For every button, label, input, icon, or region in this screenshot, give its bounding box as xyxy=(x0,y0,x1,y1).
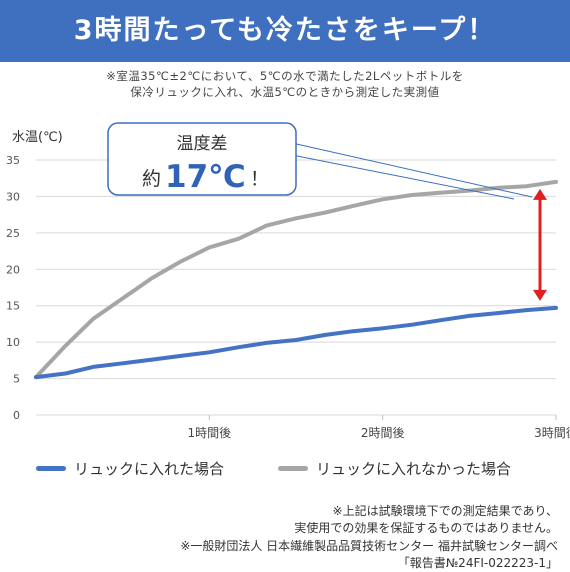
y-tick-label: 35 xyxy=(6,154,20,167)
disclaimer-note: ※上記は試験環境下での測定結果であり、 実使用での効果を保証するものではありませ… xyxy=(294,503,558,537)
series-lines xyxy=(34,179,558,380)
header-banner xyxy=(0,0,570,62)
callout-prefix: 約 xyxy=(142,168,161,190)
test-condition-note-2: 保冷リュックに入れ、水温5℃のときから測定した実測値 xyxy=(130,85,440,99)
legend-item-with-backpack: リュックに入れた場合 xyxy=(36,458,224,479)
arrow-head-down xyxy=(533,289,547,301)
callout-box xyxy=(107,122,297,196)
x-tick-label: 1時間後 xyxy=(188,426,232,440)
axis-labels: 0 5 10 15 20 25 30 35 1時間後 2時間後 3時間後 xyxy=(6,154,570,440)
y-tick-label: 15 xyxy=(6,300,20,313)
series-line-with-backpack xyxy=(34,305,558,380)
legend-swatch-gray xyxy=(278,466,308,471)
legend-label-without-backpack: リュックに入れなかった場合 xyxy=(316,460,512,478)
legend-swatch-blue xyxy=(36,466,66,471)
source-note: ※一般財団法人 日本繊維製品品質技術センター 福井試験センター調べ 「報告書№2… xyxy=(180,538,558,572)
legend-label-with-backpack: リュックに入れた場合 xyxy=(74,460,225,478)
x-tick-label: 2時間後 xyxy=(361,426,405,440)
series-line-without-backpack xyxy=(34,179,558,380)
y-tick-label: 0 xyxy=(13,409,20,422)
source-line-1: ※一般財団法人 日本繊維製品品質技術センター 福井試験センター調べ xyxy=(180,539,558,553)
y-tick-label: 25 xyxy=(6,227,20,240)
callout-suffix: ！ xyxy=(250,168,269,190)
disclaimer-line-2: 実使用での効果を保証するものではありません。 xyxy=(294,521,558,535)
disclaimer-line-1: ※上記は試験環境下での測定結果であり、 xyxy=(332,504,558,518)
callout-pointer-upper xyxy=(291,142,533,198)
callout-value: 17℃ xyxy=(165,159,246,195)
header-title: 3時間たっても冷たさをキープ！ xyxy=(73,15,497,46)
callout-label: 温度差 xyxy=(177,134,228,154)
y-tick-label: 5 xyxy=(13,373,20,386)
water-temperature-chart: 0 5 10 15 20 25 30 35 1時間後 2時間後 3時間後 水温(℃) 温度差 約 1… xyxy=(6,122,570,440)
y-tick-label: 20 xyxy=(6,263,20,276)
legend-item-without-backpack: リュックに入れなかった場合 xyxy=(278,458,511,479)
grid-lines xyxy=(36,159,557,420)
arrow-head-up xyxy=(533,188,547,200)
source-line-2: 「報告書№24FI-022223-1」 xyxy=(397,556,558,570)
temperature-difference-arrow xyxy=(533,188,547,301)
x-tick-label: 3時間後 xyxy=(534,426,570,440)
y-tick-label: 30 xyxy=(6,190,20,203)
y-axis-label: 水温(℃) xyxy=(12,130,63,145)
callout-pointer-lower xyxy=(291,154,515,200)
y-tick-label: 10 xyxy=(6,336,20,349)
temperature-difference-callout: 温度差 約 17℃ ！ xyxy=(107,122,533,200)
test-condition-note-1: ※室温35℃±2℃において、5℃の水で満たした2Lペットボトルを xyxy=(106,69,464,83)
